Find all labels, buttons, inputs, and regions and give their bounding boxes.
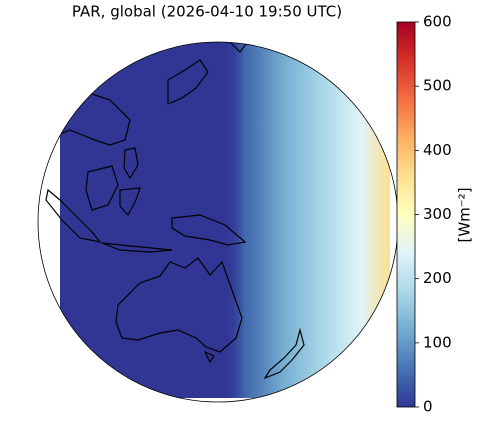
colorbar [396,21,416,408]
colorbar-label: [Wm⁻²] [456,187,474,242]
day-side [225,42,390,398]
colorbar-tick-label: 600 [423,13,452,31]
map-title: PAR, global (2026-04-10 19:50 UTC) [72,3,342,21]
colorbar-tick-label: 200 [423,269,452,287]
colorbar-tick-label: 300 [423,205,452,223]
coastlines [38,42,305,380]
colorbar-tick-label: 400 [423,141,452,159]
colorbar-tick-label: 100 [423,333,452,351]
globe [38,42,398,402]
colorbar-tick-label: 500 [423,77,452,95]
colorbar-tick-label: 0 [423,398,433,416]
